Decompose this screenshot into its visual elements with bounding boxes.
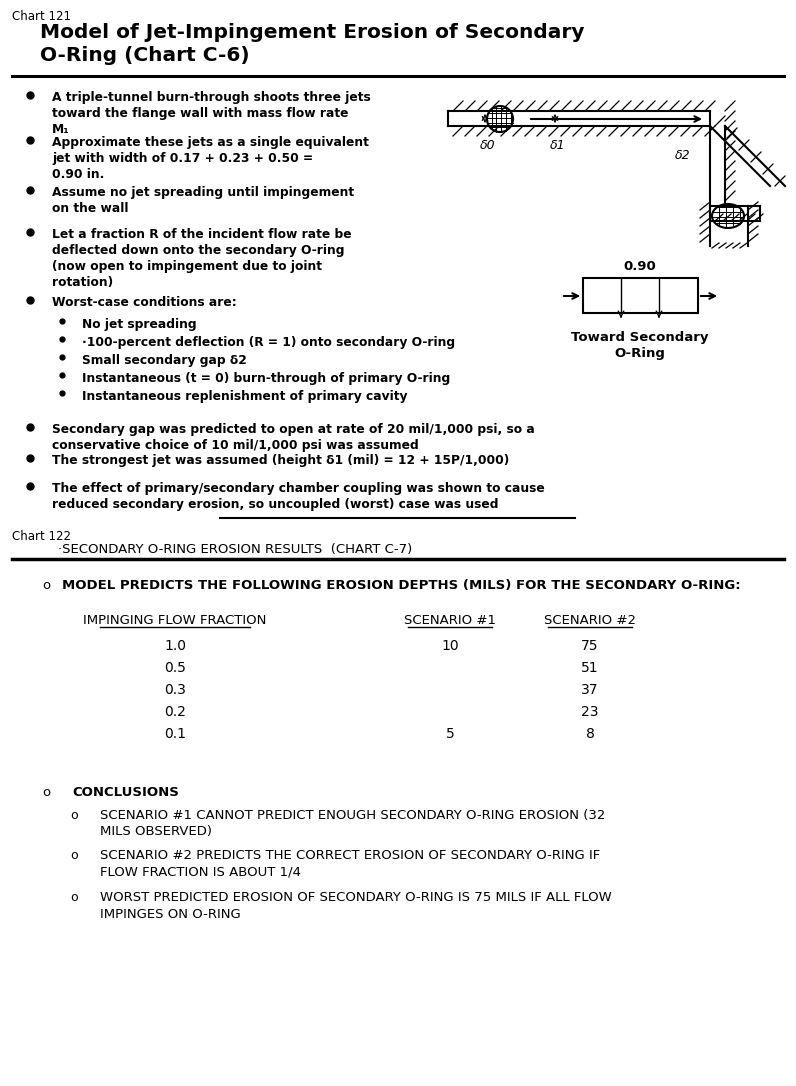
Text: ·100-percent deflection (R = 1) onto secondary O-ring: ·100-percent deflection (R = 1) onto sec… [82,336,455,349]
Bar [583,278,698,313]
Text: No jet spreading: No jet spreading [82,318,197,331]
Text: 0.1: 0.1 [164,727,186,741]
Text: Let a fraction R of the incident flow rate be
deflected down onto the secondary : Let a fraction R of the incident flow ra… [52,228,352,289]
Text: 0.90: 0.90 [623,260,657,273]
Text: Model of Jet-Impingement Erosion of Secondary
O-Ring (Chart C-6): Model of Jet-Impingement Erosion of Seco… [40,23,584,65]
Text: IMPINGING FLOW FRACTION: IMPINGING FLOW FRACTION [84,614,267,627]
Text: 0.5: 0.5 [164,661,186,675]
Text: Small secondary gap δ2: Small secondary gap δ2 [82,354,247,367]
Text: Instantaneous replenishment of primary cavity: Instantaneous replenishment of primary c… [82,390,408,403]
Text: 75: 75 [581,639,599,653]
Text: The strongest jet was assumed (height δ1 (mil) = 12 + 15P/1,000): The strongest jet was assumed (height δ1… [52,454,509,467]
Text: WORST PREDICTED EROSION OF SECONDARY O-RING IS 75 MILS IF ALL FLOW
IMPINGES ON O: WORST PREDICTED EROSION OF SECONDARY O-R… [100,891,612,921]
Text: o: o [70,891,78,904]
Text: Approximate these jets as a single equivalent
jet with width of 0.17 + 0.23 + 0.: Approximate these jets as a single equiv… [52,136,369,181]
Text: 37: 37 [581,683,599,697]
Text: SCENARIO #2: SCENARIO #2 [544,614,636,627]
Text: Instantaneous (t = 0) burn-through of primary O-ring: Instantaneous (t = 0) burn-through of pr… [82,372,451,386]
Text: A triple-tunnel burn-through shoots three jets
toward the flange wall with mass : A triple-tunnel burn-through shoots thre… [52,91,371,136]
Text: 5: 5 [446,727,455,741]
Text: Secondary gap was predicted to open at rate of 20 mil/1,000 psi, so a
conservati: Secondary gap was predicted to open at r… [52,424,535,452]
Text: Toward Secondary
O-Ring: Toward Secondary O-Ring [572,331,708,359]
Text: Assume no jet spreading until impingement
on the wall: Assume no jet spreading until impingemen… [52,186,354,215]
Text: Chart 121: Chart 121 [12,10,71,23]
Text: 1.0: 1.0 [164,639,186,653]
Text: SCENARIO #1: SCENARIO #1 [404,614,496,627]
Text: o: o [70,809,78,822]
Text: δ1: δ1 [550,139,566,152]
Text: 0.3: 0.3 [164,683,186,697]
Text: δ2: δ2 [675,149,691,162]
Text: ·SECONDARY O-RING EROSION RESULTS  (CHART C-7): ·SECONDARY O-RING EROSION RESULTS (CHART… [58,543,412,556]
Text: Chart 122: Chart 122 [12,530,71,543]
Text: 10: 10 [441,639,458,653]
Text: 0.2: 0.2 [164,705,186,719]
Text: SCENARIO #2 PREDICTS THE CORRECT EROSION OF SECONDARY O-RING IF
FLOW FRACTION IS: SCENARIO #2 PREDICTS THE CORRECT EROSION… [100,849,600,879]
Text: 23: 23 [581,705,599,719]
Text: o: o [42,579,50,592]
Text: 8: 8 [586,727,595,741]
Text: CONCLUSIONS: CONCLUSIONS [72,786,179,799]
Text: Worst-case conditions are:: Worst-case conditions are: [52,296,236,310]
Text: MODEL PREDICTS THE FOLLOWING EROSION DEPTHS (MILS) FOR THE SECONDARY O-RING:: MODEL PREDICTS THE FOLLOWING EROSION DEP… [62,579,740,592]
Text: SCENARIO #1 CANNOT PREDICT ENOUGH SECONDARY O-RING EROSION (32
MILS OBSERVED): SCENARIO #1 CANNOT PREDICT ENOUGH SECOND… [100,809,606,838]
Text: The effect of primary/secondary chamber coupling was shown to cause
reduced seco: The effect of primary/secondary chamber … [52,482,544,512]
Text: o: o [70,849,78,862]
Text: 51: 51 [581,661,599,675]
Text: o: o [42,786,50,799]
Text: δ0: δ0 [480,139,496,152]
